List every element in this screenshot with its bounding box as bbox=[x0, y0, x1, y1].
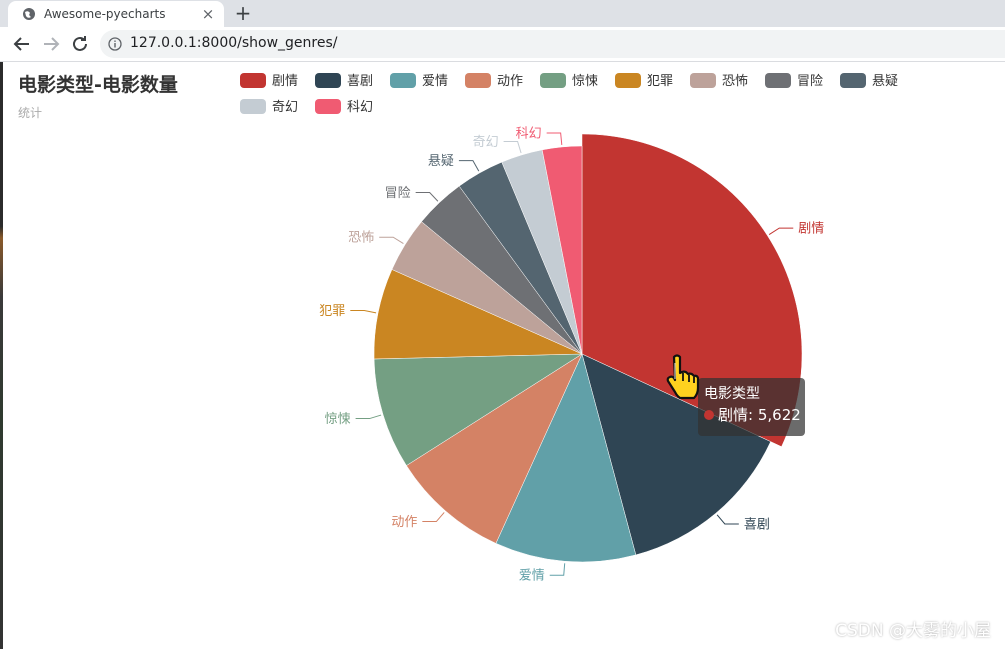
legend-item[interactable]: 恐怖 bbox=[690, 73, 748, 89]
hand-cursor-icon bbox=[666, 354, 700, 400]
globe-icon bbox=[23, 8, 35, 20]
slice-label: 科幻 bbox=[516, 127, 542, 142]
legend-label: 喜剧 bbox=[347, 74, 373, 89]
legend-item[interactable]: 科幻 bbox=[315, 99, 373, 115]
reload-icon[interactable] bbox=[68, 32, 92, 56]
pie bbox=[373, 133, 803, 563]
legend-label: 惊悚 bbox=[572, 74, 598, 89]
chart-area: 剧情 喜剧 爱情 动作 惊悚 犯罪 恐怖 冒险 悬疑 奇幻 科幻 剧情 喜剧 爱情 动作 惊悚 犯罪 恐怖 冒险 悬疑… bbox=[0, 62, 1005, 649]
legend-item[interactable]: 犯罪 bbox=[615, 73, 673, 89]
tooltip-marker bbox=[704, 410, 714, 420]
slice-label-line bbox=[350, 309, 377, 314]
slice-label: 冒险 bbox=[385, 186, 411, 201]
legend-label: 奇幻 bbox=[272, 99, 298, 115]
slice-label-line bbox=[355, 414, 382, 420]
legend-item[interactable]: 冒险 bbox=[765, 73, 823, 89]
legend-swatch bbox=[765, 73, 791, 88]
chart-title: 电影类型-电影数量 bbox=[18, 74, 178, 96]
legend-label: 爱情 bbox=[422, 74, 448, 89]
slice-label: 喜剧 bbox=[744, 517, 770, 532]
slice-label-line bbox=[716, 514, 739, 525]
pie-slice[interactable] bbox=[373, 353, 583, 466]
slice-label-line bbox=[549, 563, 566, 576]
legend-swatch bbox=[465, 73, 491, 88]
close-icon[interactable]: × bbox=[201, 5, 215, 23]
slice-label: 恐怖 bbox=[348, 230, 374, 246]
pie-slice[interactable] bbox=[581, 353, 771, 556]
legend-swatch bbox=[840, 73, 866, 88]
watermark: CSDN @大雾的小屋 bbox=[835, 621, 991, 641]
slice-label: 奇幻 bbox=[473, 134, 499, 150]
tab-title: Awesome-pyecharts bbox=[44, 7, 166, 21]
slice-label: 剧情 bbox=[798, 222, 824, 237]
legend-swatch bbox=[390, 73, 416, 88]
legend-label: 犯罪 bbox=[647, 74, 673, 89]
slice-label-line bbox=[379, 236, 404, 244]
slice-label-line bbox=[415, 192, 439, 202]
legend-swatch bbox=[540, 73, 566, 88]
legend-swatch bbox=[615, 73, 641, 88]
slice-label-line bbox=[503, 141, 522, 154]
chart-subtitle: 统计 bbox=[18, 106, 43, 120]
browser-toolbar: 127.0.0.1:8000/show_genres/ bbox=[0, 27, 1005, 62]
legend-item[interactable]: 爱情 bbox=[390, 73, 448, 89]
tooltip-value: 5,622 bbox=[757, 406, 801, 424]
slice-label-line bbox=[768, 227, 794, 236]
url-text: 127.0.0.1:8000/show_genres/ bbox=[130, 35, 338, 51]
legend-swatch bbox=[315, 73, 341, 88]
legend-label: 剧情 bbox=[272, 74, 298, 89]
slice-label-line bbox=[546, 132, 563, 146]
slice-label: 惊悚 bbox=[325, 412, 351, 427]
tooltip-row: 剧情: 5,622 bbox=[704, 404, 805, 426]
legend-swatch bbox=[240, 73, 266, 88]
legend-item[interactable]: 剧情 bbox=[240, 73, 298, 89]
legend-label: 动作 bbox=[497, 74, 523, 89]
pie-slice[interactable] bbox=[495, 353, 637, 563]
legend-item[interactable]: 悬疑 bbox=[840, 73, 898, 89]
forward-arrow-icon[interactable] bbox=[39, 32, 63, 56]
browser-tab[interactable]: Awesome-pyecharts × bbox=[8, 1, 224, 27]
legend-item[interactable]: 喜剧 bbox=[315, 73, 373, 89]
window-edge bbox=[0, 62, 3, 649]
slice-label: 犯罪 bbox=[319, 304, 345, 319]
pie-slice[interactable] bbox=[541, 145, 583, 355]
legend-item[interactable]: 奇幻 bbox=[240, 99, 298, 115]
legend-label: 科幻 bbox=[347, 100, 373, 115]
legend-item[interactable]: 动作 bbox=[465, 73, 523, 89]
slice-label-line bbox=[458, 160, 480, 172]
tab-strip: Awesome-pyecharts × + bbox=[0, 0, 1005, 27]
legend-label: 恐怖 bbox=[722, 73, 748, 89]
tooltip: 电影类型 剧情: 5,622 bbox=[698, 378, 805, 436]
info-icon[interactable] bbox=[108, 37, 122, 51]
legend-label: 悬疑 bbox=[872, 73, 898, 89]
new-tab-button[interactable]: + bbox=[234, 1, 252, 25]
legend-swatch bbox=[240, 99, 266, 114]
legend-swatch bbox=[315, 99, 341, 114]
back-arrow-icon[interactable] bbox=[10, 32, 34, 56]
slice-label: 动作 bbox=[391, 515, 417, 530]
legend-item[interactable]: 惊悚 bbox=[540, 73, 598, 89]
slice-label: 悬疑 bbox=[428, 153, 454, 169]
tooltip-title: 电影类型 bbox=[704, 386, 760, 402]
tooltip-label: 剧情 bbox=[718, 406, 749, 424]
slice-label: 爱情 bbox=[519, 569, 545, 584]
legend-swatch bbox=[690, 73, 716, 88]
address-bar[interactable]: 127.0.0.1:8000/show_genres/ bbox=[100, 30, 1005, 58]
legend-label: 冒险 bbox=[797, 74, 823, 89]
slice-label-line bbox=[422, 512, 445, 523]
pie-slice[interactable] bbox=[406, 353, 583, 544]
